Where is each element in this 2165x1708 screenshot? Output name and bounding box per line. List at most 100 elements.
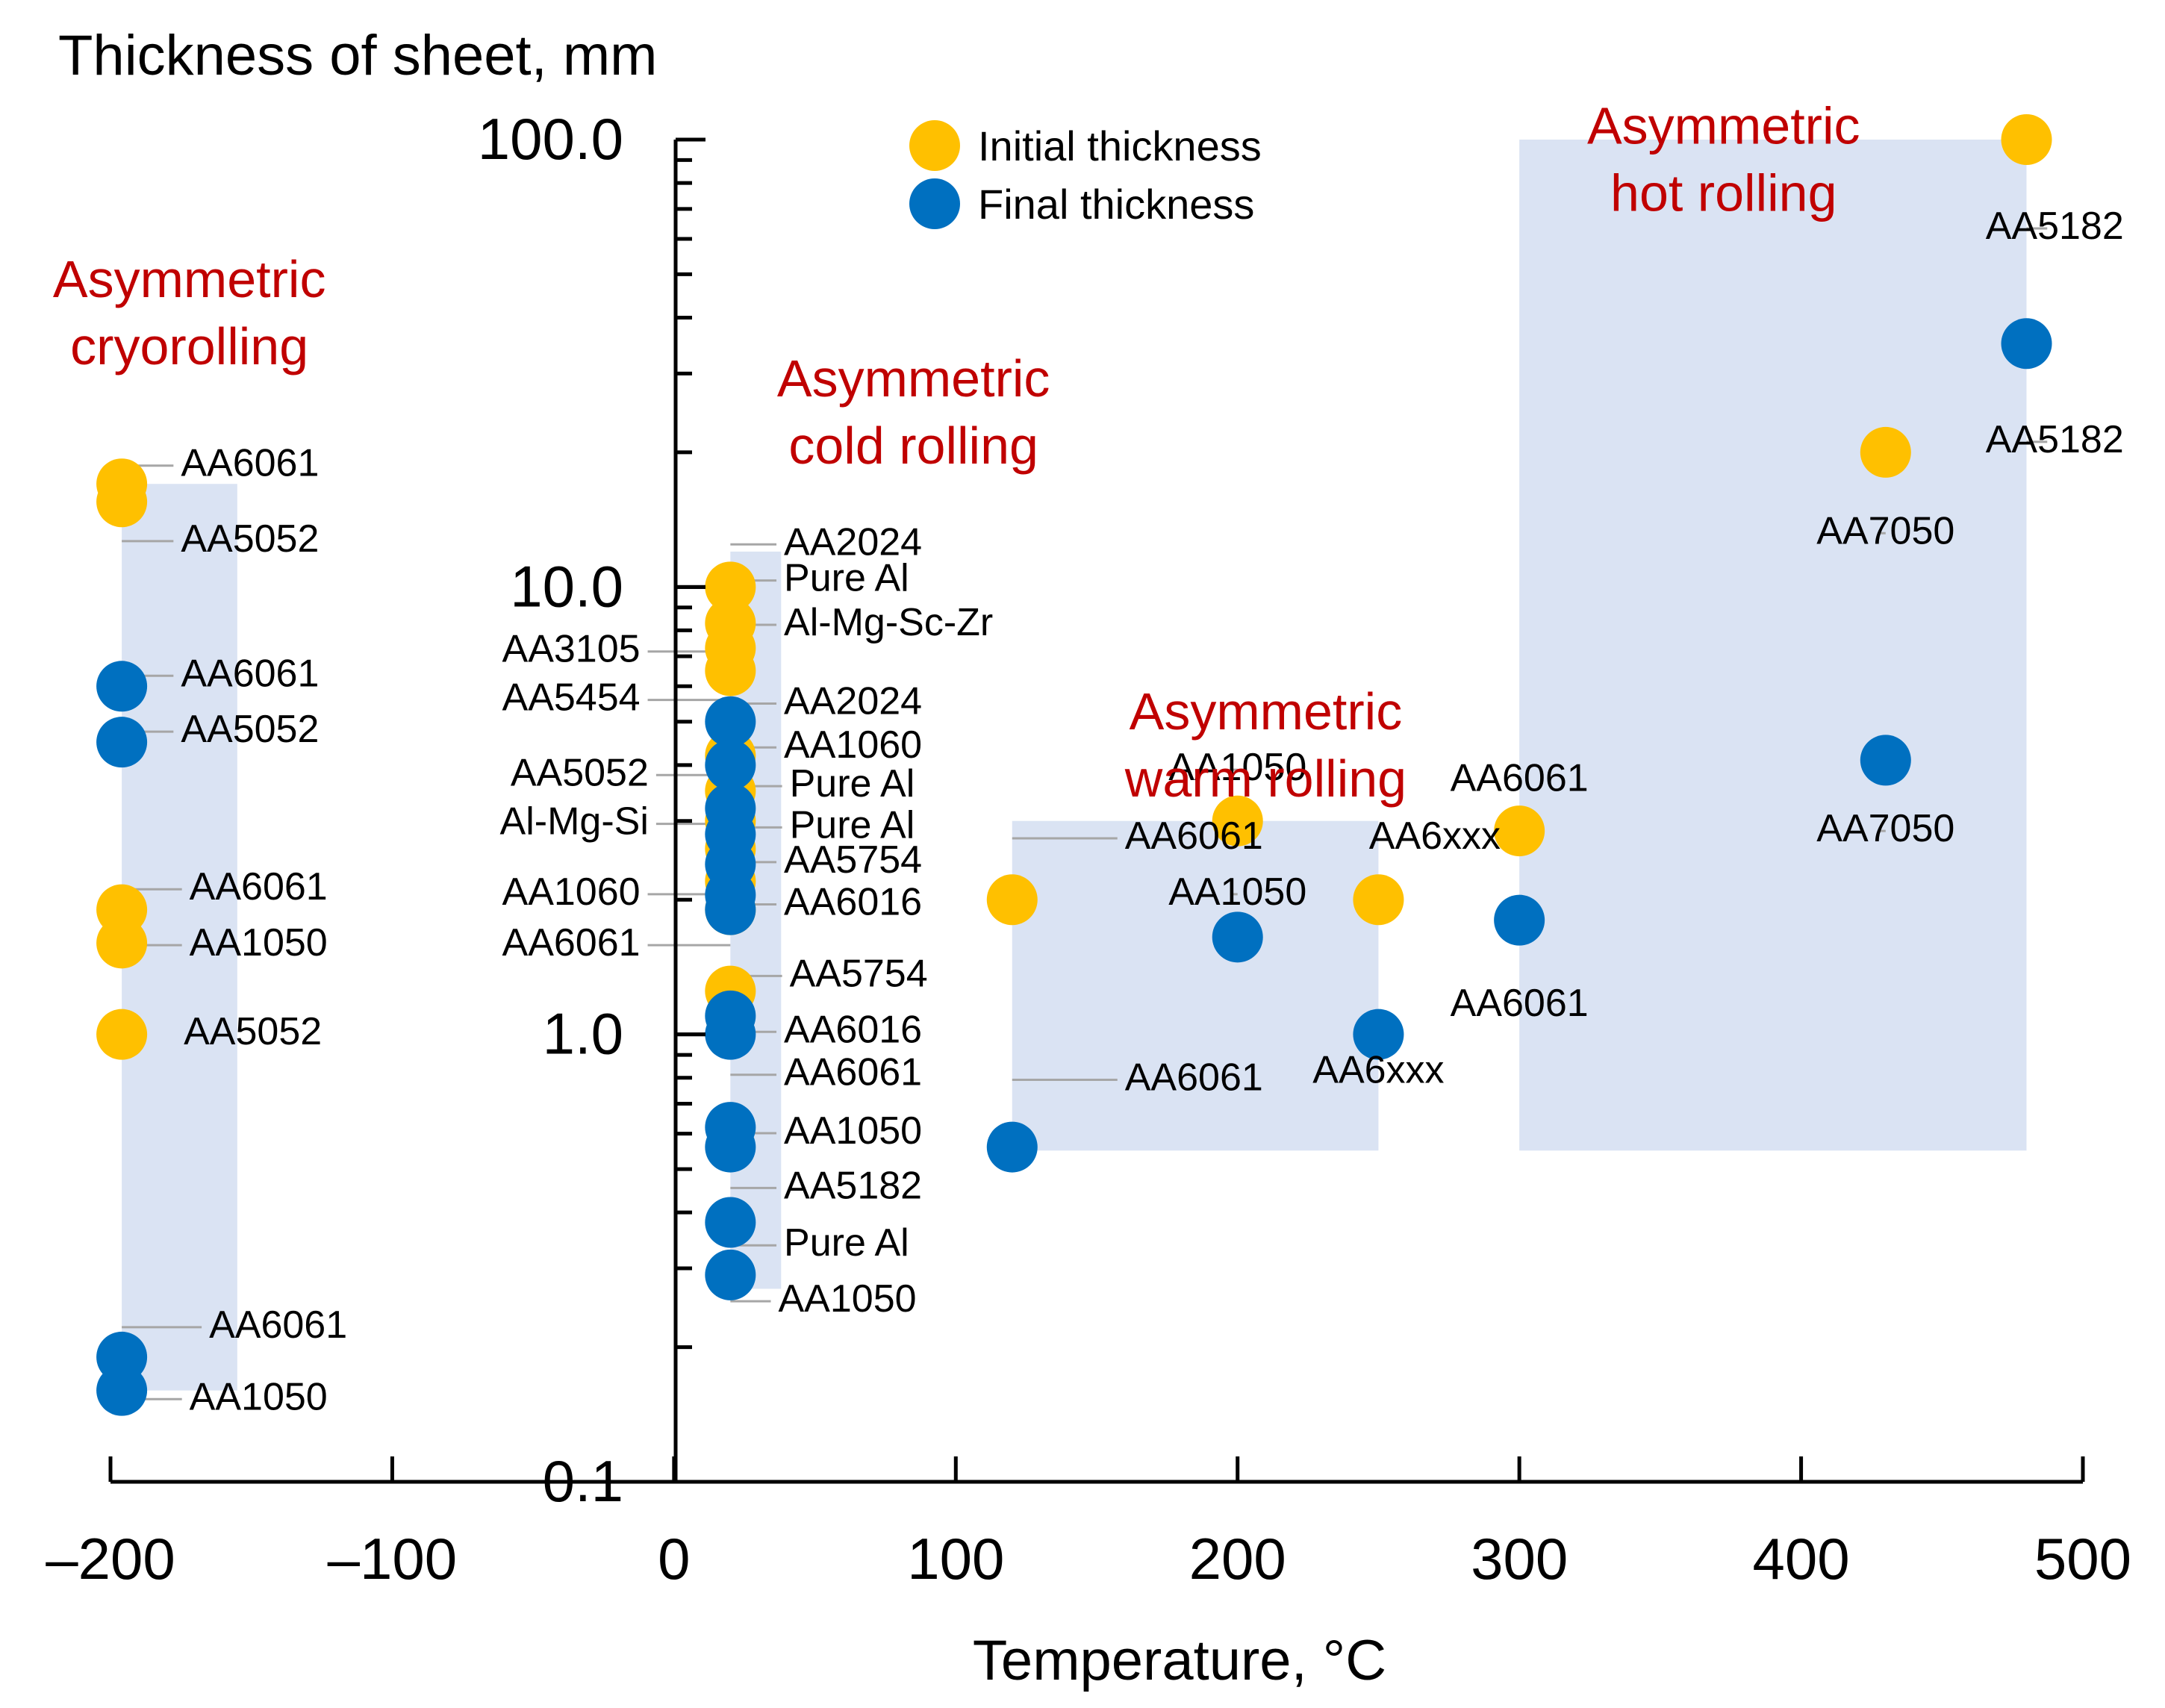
region-title-line: cryorolling — [70, 317, 308, 375]
initial-thickness-point — [705, 561, 756, 613]
legend-final-marker — [909, 178, 960, 229]
point-label: AA6061 — [1125, 814, 1263, 858]
final-thickness-point — [705, 1197, 756, 1248]
point-label: AA1050 — [1168, 746, 1306, 789]
point-label: AA5754 — [790, 952, 928, 995]
point-label: Pure Al — [790, 803, 915, 847]
point-label: AA6016 — [784, 881, 922, 924]
x-tick-label: –100 — [328, 1526, 458, 1592]
point-label: AA6061 — [190, 865, 328, 908]
x-tick-label: 500 — [2034, 1526, 2131, 1592]
point-label: Al-Mg-Si — [500, 800, 649, 844]
initial-thickness-point — [1353, 874, 1404, 926]
point-labels: AA6061 AA5052 AA6061 AA5052 AA6061 AA1050 AA50… — [181, 205, 2123, 1418]
point-label: AA6061 — [1451, 982, 1589, 1025]
legend-initial-label: Initial thickness — [978, 122, 1262, 169]
y-tick-label: 100.0 — [478, 106, 623, 172]
region-title-line: Asymmetric — [777, 349, 1050, 408]
point-label: AA6xxx — [1369, 814, 1501, 858]
region-title-line: cold rolling — [788, 417, 1038, 475]
final-thickness-point — [705, 739, 756, 791]
initial-thickness-point — [1212, 795, 1263, 847]
point-label: AA1050 — [784, 1109, 922, 1153]
point-label: AA5052 — [181, 517, 319, 561]
point-label: AA6061 — [181, 442, 319, 485]
point-label: AA5052 — [511, 751, 649, 794]
region-rect — [1012, 820, 1379, 1151]
point-label: AA7050 — [1816, 509, 1954, 552]
region-title-line: Asymmetric — [1130, 682, 1403, 741]
final-thickness-point — [1860, 735, 1911, 786]
y-tick-label: 0.1 — [543, 1448, 623, 1514]
final-thickness-point — [2001, 318, 2052, 370]
point-label: AA5454 — [502, 676, 641, 720]
point-label: AA1060 — [784, 723, 922, 767]
x-tick-label: 0 — [658, 1526, 690, 1592]
final-thickness-point — [705, 696, 756, 747]
final-thickness-point — [705, 884, 756, 935]
x-axis-title: Temperature, °C — [973, 1629, 1386, 1692]
point-label: AA1050 — [1168, 870, 1306, 914]
final-thickness-point — [96, 1365, 148, 1416]
final-thickness-point — [1212, 911, 1263, 963]
point-label: AA5754 — [784, 838, 922, 882]
region-rect — [1519, 140, 2027, 1151]
legend-initial-marker — [909, 120, 960, 171]
point-label: Pure Al — [784, 557, 909, 600]
initial-thickness-point — [986, 874, 1038, 926]
legend-final-label: Final thickness — [978, 181, 1254, 228]
point-label: Pure Al — [790, 762, 915, 805]
final-thickness-point — [705, 1009, 756, 1060]
y-tick-label: 1.0 — [543, 1001, 623, 1067]
region-backgrounds — [122, 140, 2027, 1391]
point-label: AA5182 — [1986, 205, 2124, 248]
region-title-line: hot rolling — [1610, 164, 1837, 222]
initial-thickness-point — [96, 476, 148, 528]
x-tick-label: 200 — [1189, 1526, 1286, 1592]
x-tick-label: 100 — [907, 1526, 1004, 1592]
x-tick-label: –200 — [46, 1526, 175, 1592]
region-title-line: Asymmetric — [1587, 97, 1860, 155]
point-label: AA1050 — [190, 921, 328, 964]
point-label: AA6061 — [502, 921, 641, 964]
point-label: AA5052 — [181, 708, 319, 751]
point-label: AA1050 — [779, 1277, 917, 1321]
initial-thickness-point — [1860, 426, 1911, 478]
point-label: AA6061 — [1125, 1056, 1263, 1100]
point-label: AA6061 — [1451, 757, 1589, 800]
point-label: AA5182 — [784, 1164, 922, 1207]
point-label: AA1060 — [502, 870, 641, 914]
region-title-line: Asymmetric — [53, 250, 326, 308]
axes: –200 –100 0 100 200 300 400 500 0.1 1.0 10.0 100.0 — [46, 106, 2131, 1592]
point-label: AA6061 — [209, 1303, 347, 1347]
legend: Initial thickness Final thickness — [909, 120, 1262, 229]
point-label: AA7050 — [1816, 807, 1954, 850]
point-label: AA5052 — [184, 1010, 322, 1053]
final-thickness-point — [705, 1121, 756, 1173]
initial-thickness-point — [96, 917, 148, 969]
point-label: AA3105 — [502, 628, 641, 671]
final-thickness-point — [986, 1121, 1038, 1173]
point-label: AA6061 — [784, 1051, 922, 1094]
region-title-line: warm rolling — [1124, 749, 1407, 808]
x-tick-label: 400 — [1753, 1526, 1850, 1592]
initial-thickness-point — [96, 1009, 148, 1060]
data-points — [96, 114, 2052, 1416]
final-thickness-point — [1494, 894, 1545, 946]
point-label: AA6xxx — [1312, 1048, 1444, 1091]
final-thickness-point — [1353, 1009, 1404, 1060]
initial-thickness-point — [705, 645, 756, 696]
final-thickness-point — [96, 661, 148, 712]
y-tick-label: 10.0 — [510, 553, 623, 619]
initial-thickness-point — [2001, 114, 2052, 165]
region-titles: Asymmetric cryorolling Asymmetric cold roll… — [53, 97, 1860, 808]
final-thickness-point — [705, 1249, 756, 1300]
point-label: Pure Al — [784, 1221, 909, 1265]
point-label: AA6061 — [181, 652, 319, 695]
point-label: AA2024 — [784, 680, 922, 723]
point-label: AA5182 — [1986, 418, 2124, 461]
x-tick-label: 300 — [1471, 1526, 1568, 1592]
final-thickness-point — [96, 717, 148, 768]
point-label: AA2024 — [784, 520, 922, 564]
